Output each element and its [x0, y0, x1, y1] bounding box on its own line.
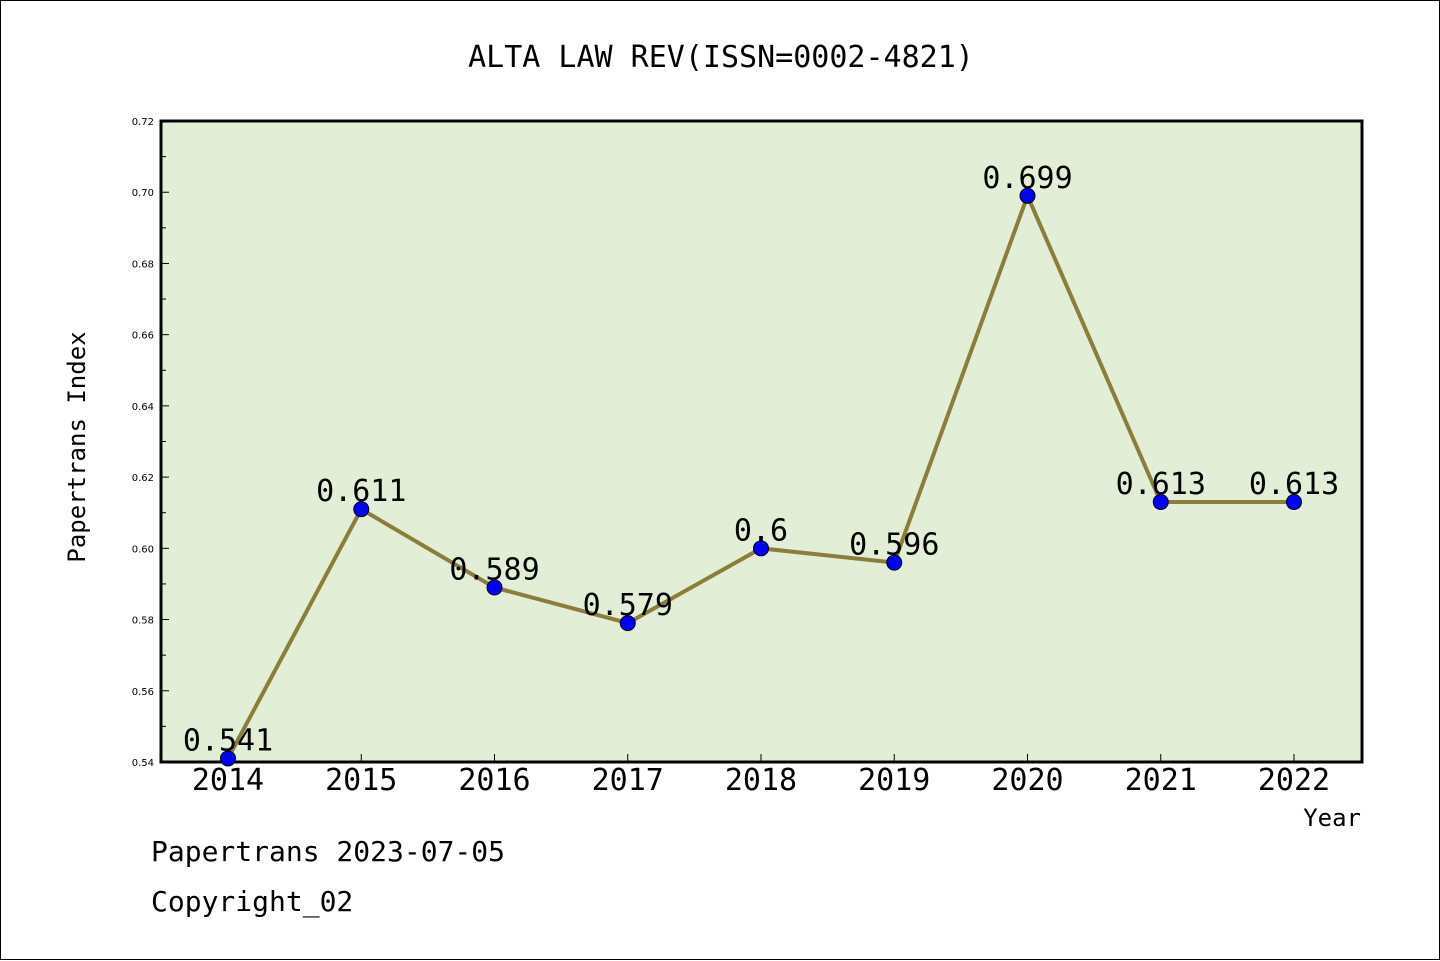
data-label: 0.6	[734, 513, 788, 548]
data-label: 0.613	[1116, 467, 1206, 502]
x-tick-label: 2022	[1258, 763, 1330, 798]
x-axis: 2014 2015 2016 2017 2018 2019 2020 2021 2022	[192, 754, 1330, 798]
y-tick-label: 0.72	[132, 117, 154, 128]
y-tick-label: 0.64	[132, 402, 154, 413]
x-tick-label: 2015	[325, 763, 397, 798]
data-label: 0.589	[449, 553, 539, 588]
x-axis-label: Year	[1303, 804, 1361, 832]
y-tick-label: 0.56	[132, 687, 154, 698]
data-point-marker	[353, 501, 370, 518]
series-layer	[220, 187, 1302, 767]
y-tick-label: 0.62	[132, 473, 154, 484]
y-tick-label: 0.70	[132, 188, 154, 199]
data-label: 0.541	[183, 723, 273, 758]
data-point-marker	[486, 579, 503, 596]
data-point-marker	[1019, 187, 1036, 204]
data-point-marker	[886, 554, 903, 571]
footer-copyright: Copyright_02	[151, 885, 354, 918]
data-point-marker	[753, 540, 769, 557]
data-point-marker	[1286, 494, 1302, 511]
data-label-layer: 0.541 0.611 0.589 0.579 0.6 0.596 0.699 0.613 0.…	[183, 161, 1339, 759]
y-axis-label: Papertrans Index	[63, 331, 91, 562]
x-tick-label: 2017	[592, 763, 664, 798]
x-tick-label: 2018	[725, 763, 797, 798]
data-label: 0.611	[316, 474, 406, 509]
data-label: 0.596	[849, 528, 939, 563]
data-label: 0.613	[1249, 467, 1339, 502]
y-tick-label: 0.68	[132, 259, 154, 270]
x-tick-label: 2021	[1125, 763, 1197, 798]
data-point-marker	[220, 750, 236, 767]
data-point-marker	[1152, 494, 1169, 511]
x-tick-label: 2014	[192, 763, 264, 798]
x-tick-label: 2020	[991, 763, 1063, 798]
y-axis: 0.54 0.56 0.58 0.60 0.62 0.64 0.66 0.68 0.70 0.72	[132, 117, 169, 769]
data-point-marker	[619, 615, 636, 632]
y-tick-label: 0.66	[132, 331, 154, 342]
data-label: 0.579	[583, 588, 673, 623]
footer-date: Papertrans 2023-07-05	[151, 835, 506, 868]
x-tick-label: 2019	[858, 763, 930, 798]
y-tick-label: 0.54	[132, 758, 154, 769]
y-tick-label: 0.60	[132, 544, 154, 555]
x-tick-label: 2016	[458, 763, 530, 798]
y-tick-label: 0.58	[132, 616, 154, 627]
data-label: 0.699	[982, 161, 1072, 196]
chart-title: ALTA LAW REV(ISSN=0002-4821)	[468, 40, 974, 75]
plot-area	[159, 119, 1364, 764]
